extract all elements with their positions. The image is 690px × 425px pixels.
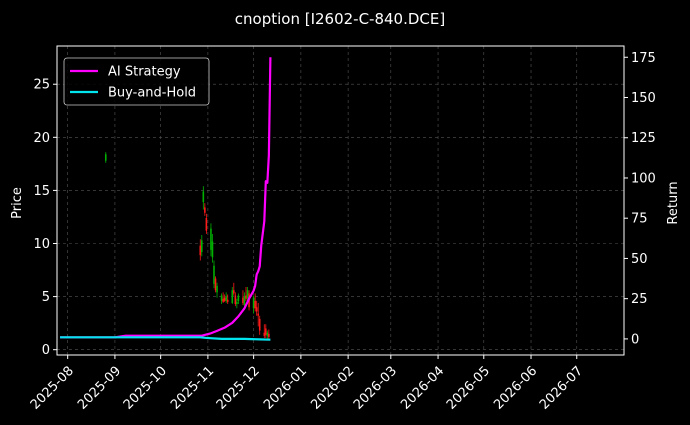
legend-label: Buy-and-Hold bbox=[108, 86, 196, 101]
candle-body bbox=[242, 297, 244, 303]
chart-title: cnoption [I2602-C-840.DCE] bbox=[235, 10, 445, 28]
x-tick-label: 2026-06 bbox=[491, 364, 540, 413]
candle-body bbox=[226, 299, 229, 302]
candle-body bbox=[222, 298, 224, 302]
candle-body bbox=[243, 296, 246, 306]
candle-body bbox=[233, 290, 235, 294]
ai-strategy-line bbox=[60, 57, 272, 339]
y2-axis-label: Return bbox=[666, 181, 681, 224]
y2-tick-label: 125 bbox=[631, 131, 656, 146]
x-tick-label: 2026-07 bbox=[537, 364, 586, 413]
candle-body bbox=[263, 332, 266, 336]
candle-body bbox=[199, 245, 202, 256]
candle-body bbox=[257, 313, 259, 316]
x-tick-label: 2025-10 bbox=[121, 364, 170, 413]
candle-body bbox=[268, 333, 270, 337]
candle-body bbox=[258, 318, 261, 331]
candle-body bbox=[245, 295, 247, 299]
candle-body bbox=[225, 296, 227, 301]
candle-body bbox=[255, 307, 258, 312]
x-tick-label: 2026-05 bbox=[444, 364, 493, 413]
y-tick-label: 25 bbox=[33, 78, 50, 93]
x-tick-label: 2025-11 bbox=[168, 364, 217, 413]
candle-body bbox=[265, 328, 267, 335]
buy-and-hold-line bbox=[60, 336, 271, 341]
candle-body bbox=[104, 154, 107, 161]
y-tick-label: 0 bbox=[42, 343, 50, 358]
candle-body bbox=[236, 301, 238, 305]
candle-body bbox=[254, 300, 256, 309]
y-tick-label: 15 bbox=[33, 184, 50, 199]
x-tick-label: 2026-02 bbox=[308, 364, 357, 413]
legend: AI Strategy Buy-and-Hold bbox=[63, 57, 210, 106]
candle-body bbox=[205, 218, 208, 231]
legend-label: AI Strategy bbox=[108, 65, 181, 80]
y2-tick-label: 75 bbox=[631, 212, 648, 227]
series-layer bbox=[60, 57, 272, 341]
candle-body bbox=[237, 295, 240, 301]
legend-box bbox=[63, 57, 210, 106]
y-tick-label: 5 bbox=[42, 290, 50, 305]
candle-body bbox=[214, 278, 217, 291]
candle-body bbox=[266, 332, 269, 336]
candle-body bbox=[213, 265, 215, 284]
y2-tick-label: 150 bbox=[631, 91, 656, 106]
x-tick-label: 2025-09 bbox=[75, 364, 124, 413]
candle-body bbox=[231, 290, 234, 303]
candle-body bbox=[234, 295, 237, 305]
y2-tick-label: 50 bbox=[631, 252, 648, 267]
candle-body bbox=[246, 290, 249, 299]
candle-body bbox=[220, 295, 223, 301]
candle-body bbox=[252, 297, 255, 309]
x-tick-label: 2025-12 bbox=[214, 364, 263, 413]
x-tick-label: 2026-04 bbox=[398, 364, 447, 413]
candle-body bbox=[223, 297, 226, 301]
candle-body bbox=[210, 228, 212, 250]
candle-body bbox=[202, 191, 205, 203]
x-tick-label: 2026-03 bbox=[351, 364, 400, 413]
y-tick-label: 10 bbox=[33, 237, 50, 252]
y2-tick-label: 25 bbox=[631, 292, 648, 307]
y2-tick-label: 175 bbox=[631, 51, 656, 66]
candle-body bbox=[216, 285, 218, 293]
y2-tick-label: 0 bbox=[631, 332, 639, 347]
x-tick-label: 2026-01 bbox=[261, 364, 310, 413]
candle-body bbox=[200, 240, 203, 252]
y2-tick-label: 100 bbox=[631, 171, 656, 186]
axes-frame bbox=[56, 45, 625, 356]
y-tick-label: 20 bbox=[33, 131, 50, 146]
x-tick-label: 2025-08 bbox=[28, 364, 77, 413]
candle-body bbox=[211, 241, 214, 258]
candle-body bbox=[204, 207, 206, 213]
y-axis-label: Price bbox=[10, 187, 25, 219]
